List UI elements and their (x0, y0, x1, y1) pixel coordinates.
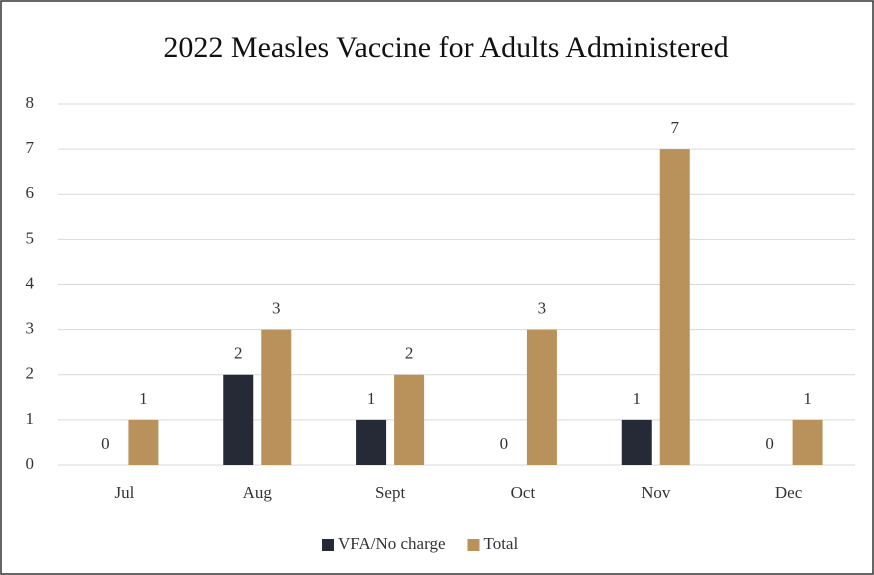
x-tick-label: Jul (114, 483, 134, 502)
data-label: 1 (633, 389, 642, 408)
bar (223, 374, 254, 465)
data-label: 1 (139, 389, 148, 408)
data-label: 0 (765, 434, 774, 453)
legend-label: VFA/No charge (338, 534, 446, 553)
y-tick-label: 2 (26, 364, 35, 383)
x-tick-label: Oct (511, 483, 536, 502)
data-label: 1 (367, 389, 376, 408)
bar (394, 374, 425, 465)
bar (526, 329, 557, 465)
y-tick-label: 3 (26, 319, 35, 338)
data-label: 3 (538, 299, 547, 318)
bar (356, 419, 387, 465)
y-tick-label: 8 (26, 93, 35, 112)
bar (261, 329, 292, 465)
data-label: 0 (500, 434, 509, 453)
chart-title: 2022 Measles Vaccine for Adults Administ… (163, 31, 728, 64)
legend-label: Total (484, 534, 519, 553)
x-tick-label: Sept (375, 483, 406, 502)
data-label: 2 (234, 344, 243, 363)
y-tick-label: 5 (26, 228, 35, 247)
bar (128, 419, 159, 465)
data-label: 7 (671, 118, 680, 137)
y-tick-label: 7 (26, 138, 35, 157)
x-tick-label: Dec (775, 483, 803, 502)
x-tick-label: Aug (243, 483, 273, 502)
y-tick-label: 4 (26, 273, 35, 292)
bar (792, 419, 823, 465)
legend-swatch (467, 539, 480, 551)
y-tick-label: 1 (26, 409, 35, 428)
data-label: 0 (101, 434, 110, 453)
data-label: 2 (405, 344, 414, 363)
legend-swatch (322, 539, 334, 551)
y-tick-label: 6 (26, 183, 35, 202)
y-tick-label: 0 (26, 454, 35, 473)
data-label: 1 (803, 389, 812, 408)
bar (621, 419, 652, 465)
x-tick-label: Nov (641, 483, 671, 502)
bar (659, 149, 690, 465)
data-label: 3 (272, 299, 281, 318)
